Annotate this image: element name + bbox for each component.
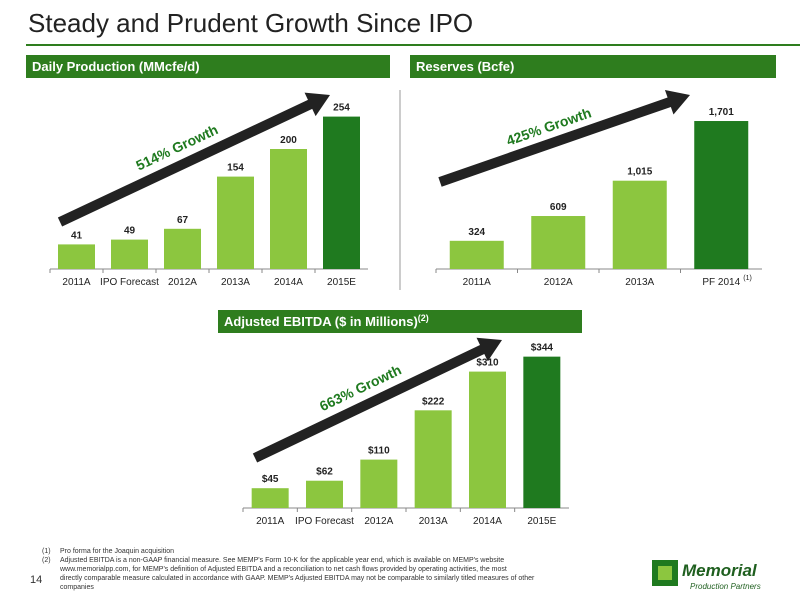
footnote-line: directly comparable measure calculated i… — [60, 575, 535, 582]
x-tick-label: 2013A — [419, 516, 448, 527]
growth-arrow — [57, 92, 331, 227]
panel-title: Reserves (Bcfe) — [416, 59, 514, 74]
charts: Daily Production (MMcfe/d) 41 2011A 49 IPO F… — [26, 55, 776, 527]
bar — [694, 121, 749, 269]
bar — [531, 216, 586, 269]
logo-tagline: Production Partners — [690, 582, 761, 591]
footnote-line: companies — [60, 584, 94, 591]
growth-arrow — [438, 89, 691, 187]
value-label: 49 — [124, 226, 136, 237]
bar — [612, 180, 667, 269]
x-tick-label: 2015E — [327, 277, 356, 288]
footnote-marker: (2) — [42, 557, 51, 564]
panel-title: Daily Production (MMcfe/d) — [32, 59, 200, 74]
bar — [270, 149, 307, 269]
value-label: 67 — [177, 215, 189, 226]
value-label: 609 — [550, 202, 567, 213]
bar — [523, 356, 561, 508]
value-label: $110 — [368, 446, 390, 457]
panel-header — [218, 310, 582, 333]
value-label: $62 — [316, 467, 333, 478]
panel-header — [26, 55, 390, 78]
x-tick-label: 2013A — [625, 277, 654, 288]
bar — [217, 176, 254, 269]
slide-title: Steady and Prudent Growth Since IPO — [28, 8, 473, 38]
value-label: 254 — [333, 103, 350, 114]
arrow-shape — [438, 89, 691, 187]
logo-name: Memorial — [682, 561, 758, 580]
x-tick-label: 2013A — [221, 277, 250, 288]
logo-mark-inner — [658, 566, 672, 580]
panel-title: Adjusted EBITDA ($ in Millions)(2) — [224, 313, 429, 329]
footnote-line: Adjusted EBITDA is a non-GAAP financial … — [60, 557, 504, 564]
value-label: 200 — [280, 135, 297, 146]
category-footnote: (1) — [743, 275, 752, 282]
bar — [414, 410, 452, 508]
x-tick-label: 2014A — [274, 277, 303, 288]
footnotes: (1) Pro forma for the Joaquin acquisition… — [42, 548, 535, 591]
value-label: $344 — [531, 343, 554, 354]
x-tick-label: 2012A — [364, 516, 393, 527]
bar — [360, 459, 398, 508]
value-label: $45 — [262, 474, 279, 485]
bar — [449, 240, 504, 269]
panel-header — [410, 55, 776, 78]
value-label: 1,701 — [709, 107, 734, 118]
x-tick-label: IPO Forecast — [100, 277, 159, 288]
footnote-text: Adjusted EBITDA is a non-GAAP financial … — [59, 557, 535, 591]
footnote-text: Pro forma for the Joaquin acquisition — [60, 548, 174, 555]
bar — [469, 371, 506, 508]
x-tick-label: 2011A — [256, 516, 285, 527]
arrow-shape — [252, 337, 502, 463]
growth-arrow — [252, 337, 502, 463]
bar — [251, 488, 289, 508]
value-label: 154 — [227, 163, 244, 174]
x-tick-label: 2011A — [62, 277, 91, 288]
value-label: $222 — [422, 396, 445, 407]
bar — [111, 239, 148, 269]
footnote-marker: (1) — [42, 548, 51, 555]
bar — [323, 116, 360, 269]
page-number: 14 — [30, 574, 42, 586]
bar — [58, 244, 95, 269]
value-label: $310 — [476, 358, 499, 369]
footnote-line: Pro forma for the Joaquin acquisition — [60, 548, 174, 555]
x-tick-label: 2011A — [463, 277, 492, 288]
footnote-line: www.memorialpp.com, for MEMP's definitio… — [59, 566, 507, 573]
x-tick-label: 2014A — [473, 516, 502, 527]
title-superscript: (2) — [418, 313, 429, 323]
logo: Memorial Production Partners — [652, 560, 761, 591]
bar — [306, 480, 343, 508]
value-label: 41 — [71, 230, 83, 241]
value-label: 1,015 — [627, 167, 652, 178]
x-tick-label: 2015E — [527, 516, 556, 527]
x-tick-label: PF 2014 — [702, 277, 740, 288]
x-tick-label: 2012A — [168, 277, 197, 288]
x-tick-label: IPO Forecast — [295, 516, 354, 527]
arrow-shape — [57, 92, 331, 227]
x-tick-label: 2012A — [544, 277, 573, 288]
bar — [164, 228, 201, 269]
value-label: 324 — [468, 227, 485, 238]
